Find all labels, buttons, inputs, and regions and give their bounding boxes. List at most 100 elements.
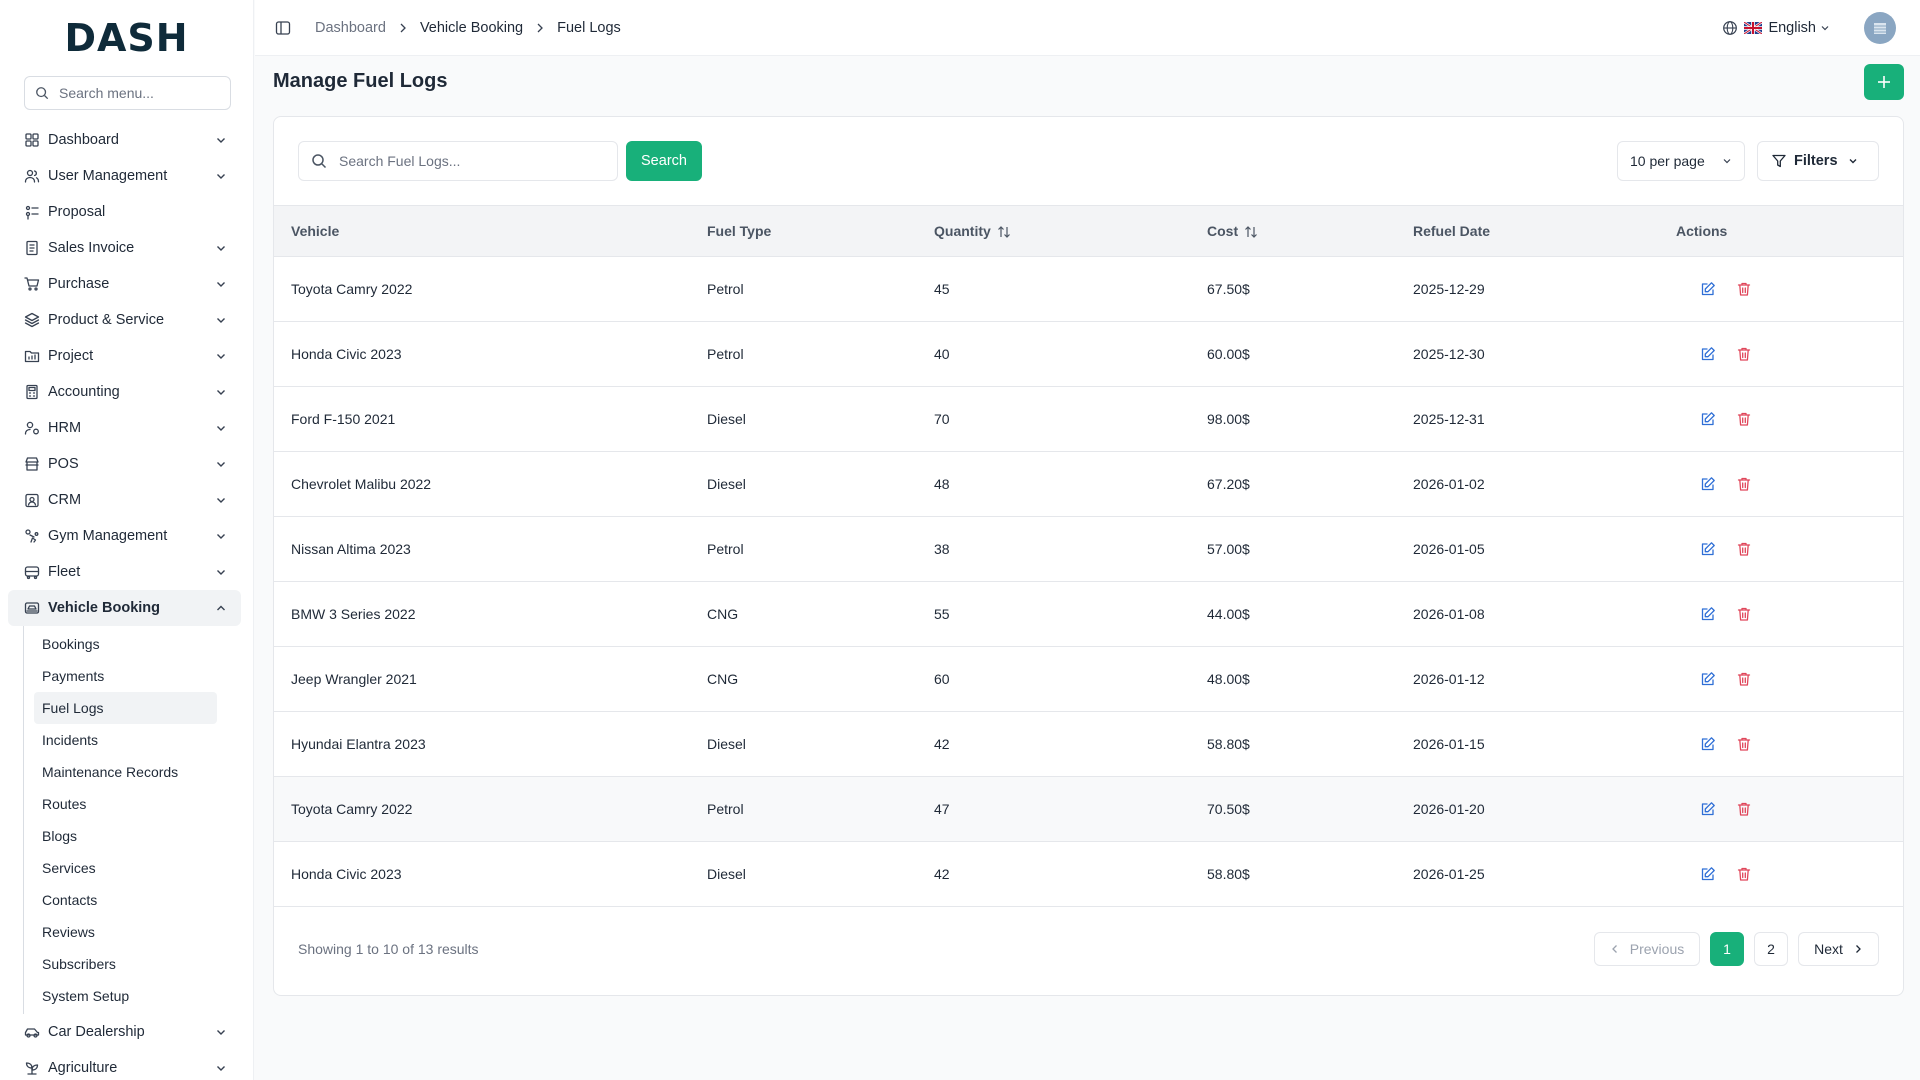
delete-button[interactable] xyxy=(1736,736,1752,752)
uk-flag-icon xyxy=(1744,21,1763,34)
sort-icon[interactable] xyxy=(1244,225,1258,239)
page-1-button[interactable]: 1 xyxy=(1710,932,1744,966)
logo[interactable]: DASH xyxy=(0,0,253,76)
add-fuel-log-button[interactable] xyxy=(1864,64,1904,100)
sidebar-item-car-dealership[interactable]: Car Dealership xyxy=(8,1014,241,1050)
delete-icon[interactable] xyxy=(1736,346,1752,362)
sidebar-nav: Dashboard User Management Proposal Sales In… xyxy=(0,122,253,626)
delete-button[interactable] xyxy=(1736,606,1752,622)
next-page-button[interactable]: Next xyxy=(1798,932,1879,966)
edit-icon[interactable] xyxy=(1700,346,1716,362)
sidebar-search-input[interactable] xyxy=(59,85,229,101)
edit-button[interactable] xyxy=(1700,281,1716,297)
edit-icon[interactable] xyxy=(1700,736,1716,752)
avatar[interactable] xyxy=(1864,11,1896,44)
edit-icon[interactable] xyxy=(1700,476,1716,492)
subnav-item-maintenance-records[interactable]: Maintenance Records xyxy=(42,764,179,780)
edit-button[interactable] xyxy=(1700,476,1716,492)
delete-button[interactable] xyxy=(1736,671,1752,687)
col-cost[interactable]: Cost xyxy=(1190,206,1396,256)
edit-icon[interactable] xyxy=(1700,541,1716,557)
delete-icon[interactable] xyxy=(1736,476,1752,492)
subnav-item-reviews[interactable]: Reviews xyxy=(42,924,95,940)
users-icon xyxy=(24,169,40,183)
subnav-item-bookings[interactable]: Bookings xyxy=(42,636,100,652)
per-page-select[interactable]: 10 per page xyxy=(1617,141,1745,181)
sidebar-item-label: POS xyxy=(48,456,79,472)
sidebar-item-product-and-service[interactable]: Product & Service xyxy=(8,302,241,338)
breadcrumb-dashboard[interactable]: Dashboard xyxy=(315,19,386,36)
subnav-item-payments[interactable]: Payments xyxy=(42,668,105,684)
sidebar-item-accounting[interactable]: Accounting xyxy=(8,374,241,410)
cell-quantity: 42 xyxy=(934,865,950,882)
subnav-item-system-setup[interactable]: System Setup xyxy=(42,988,130,1004)
sidebar-item-user-management[interactable]: User Management xyxy=(8,158,241,194)
page-2-button[interactable]: 2 xyxy=(1754,932,1788,966)
delete-icon[interactable] xyxy=(1736,606,1752,622)
col-quantity[interactable]: Quantity xyxy=(917,206,1190,256)
delete-button[interactable] xyxy=(1736,801,1752,817)
subnav-item-incidents[interactable]: Incidents xyxy=(42,732,99,748)
delete-button[interactable] xyxy=(1736,281,1752,297)
previous-page-button[interactable]: Previous xyxy=(1594,932,1700,966)
edit-icon[interactable] xyxy=(1700,606,1716,622)
sort-icon[interactable] xyxy=(997,225,1011,239)
sidebar-item-hrm[interactable]: HRM xyxy=(8,410,241,446)
sidebar-item-purchase[interactable]: Purchase xyxy=(8,266,241,302)
search-button[interactable]: Search xyxy=(626,141,702,181)
sidebar-item-project[interactable]: Project xyxy=(8,338,241,374)
subnav-item-fuel-logs[interactable]: Fuel Logs xyxy=(34,692,217,724)
delete-button[interactable] xyxy=(1736,866,1752,882)
delete-button[interactable] xyxy=(1736,541,1752,557)
edit-button[interactable] xyxy=(1700,671,1716,687)
breadcrumb-vehicle-booking[interactable]: Vehicle Booking xyxy=(419,19,524,36)
delete-icon[interactable] xyxy=(1736,736,1752,752)
subnav-item-contacts[interactable]: Contacts xyxy=(42,892,98,908)
edit-button[interactable] xyxy=(1700,866,1716,882)
edit-button[interactable] xyxy=(1700,541,1716,557)
delete-icon[interactable] xyxy=(1736,541,1752,557)
delete-button[interactable] xyxy=(1736,346,1752,362)
cell-cost: 60.00$ xyxy=(1207,345,1250,362)
sidebar-item-gym-management[interactable]: Gym Management xyxy=(8,518,241,554)
delete-button[interactable] xyxy=(1736,476,1752,492)
chevron-right-icon xyxy=(1855,945,1861,953)
sidebar-item-pos[interactable]: POS xyxy=(8,446,241,482)
edit-button[interactable] xyxy=(1700,736,1716,752)
language-selector[interactable]: English xyxy=(1722,20,1830,36)
sidebar-toggle-icon[interactable] xyxy=(275,20,291,36)
sidebar-item-dashboard[interactable]: Dashboard xyxy=(8,122,241,158)
subnav-item-subscribers[interactable]: Subscribers xyxy=(42,956,116,972)
edit-icon[interactable] xyxy=(1700,671,1716,687)
delete-button[interactable] xyxy=(1736,411,1752,427)
sidebar-item-proposal[interactable]: Proposal xyxy=(8,194,241,230)
sidebar-item-vehicle-booking[interactable]: Vehicle Booking xyxy=(8,590,241,626)
subnav-item-blogs[interactable]: Blogs xyxy=(42,828,78,844)
edit-icon[interactable] xyxy=(1700,281,1716,297)
sidebar-item-fleet[interactable]: Fleet xyxy=(8,554,241,590)
edit-icon[interactable] xyxy=(1700,866,1716,882)
delete-icon[interactable] xyxy=(1736,281,1752,297)
sidebar-item-crm[interactable]: CRM xyxy=(8,482,241,518)
cell-cost: 67.50$ xyxy=(1207,280,1250,297)
subnav-item-routes[interactable]: Routes xyxy=(42,796,87,812)
delete-icon[interactable] xyxy=(1736,411,1752,427)
filters-button[interactable]: Filters xyxy=(1757,141,1879,181)
delete-icon[interactable] xyxy=(1736,866,1752,882)
edit-icon[interactable] xyxy=(1700,411,1716,427)
edit-button[interactable] xyxy=(1700,801,1716,817)
sidebar-item-sales-invoice[interactable]: Sales Invoice xyxy=(8,230,241,266)
delete-icon[interactable] xyxy=(1736,801,1752,817)
edit-button[interactable] xyxy=(1700,606,1716,622)
sidebar-item-label: Project xyxy=(48,348,94,364)
delete-icon[interactable] xyxy=(1736,671,1752,687)
edit-button[interactable] xyxy=(1700,346,1716,362)
fuel-logs-search-input[interactable] xyxy=(339,153,609,169)
edit-button[interactable] xyxy=(1700,411,1716,427)
edit-icon[interactable] xyxy=(1700,801,1716,817)
fuel-logs-card: Search 10 per page Filters Vehicle Fuel … xyxy=(273,116,1904,996)
sidebar-item-agriculture[interactable]: Agriculture xyxy=(8,1050,241,1080)
subnav-item-services[interactable]: Services xyxy=(42,860,96,876)
row-actions xyxy=(1676,736,1903,752)
cell-actions xyxy=(1659,321,1903,386)
